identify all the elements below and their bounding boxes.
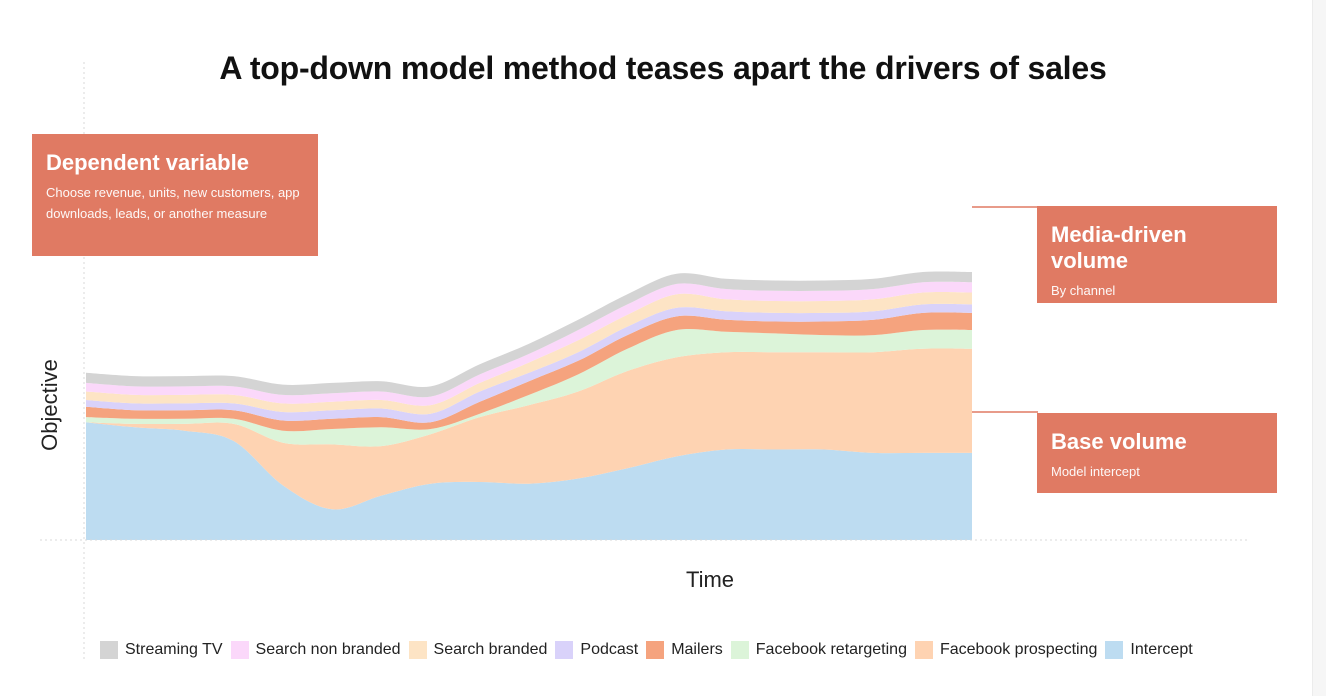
- legend-item-facebook-retargeting: Facebook retargeting: [730, 641, 907, 659]
- base-volume-title: Base volume: [1051, 429, 1187, 454]
- legend-swatch: [646, 641, 665, 659]
- legend-swatch: [408, 641, 427, 659]
- chart-legend: Streaming TV Search non branded Search bra…: [100, 638, 1201, 662]
- media-driven-volume-callout: Media-driven volume By channel: [1037, 206, 1277, 303]
- chart-title: A top-down model method teases apart the…: [219, 50, 1107, 86]
- legend-label: Facebook prospecting: [939, 641, 1098, 658]
- base-volume-subtitle: Model intercept: [1051, 464, 1140, 479]
- legend-swatch: [100, 641, 118, 659]
- y-axis-label: Objective: [37, 359, 62, 451]
- media-driven-volume-subtitle: By channel: [1051, 283, 1116, 298]
- legend-item-podcast: Podcast: [555, 641, 638, 659]
- legend-label: Podcast: [580, 641, 639, 658]
- legend-item-facebook-prospecting: Facebook prospecting: [914, 641, 1098, 659]
- base-volume-callout: Base volume Model intercept: [1037, 413, 1277, 493]
- legend-item-intercept: Intercept: [1105, 641, 1193, 659]
- area-intercept: [86, 422, 972, 540]
- legend-swatch: [914, 641, 933, 659]
- dependent-variable-title: Dependent variable: [46, 150, 249, 175]
- area-podcast: [86, 303, 972, 423]
- legend-swatch: [1105, 641, 1124, 659]
- area-search-branded: [86, 291, 972, 415]
- x-axis-label: Time: [685, 567, 735, 592]
- media-driven-volume-title: Media-driven volume: [1051, 222, 1187, 273]
- legend-item-mailers: Mailers: [646, 641, 723, 659]
- legend-label: Search branded: [433, 641, 548, 658]
- legend-swatch: [730, 641, 749, 659]
- legend-label: Streaming TV: [125, 641, 223, 658]
- legend-label: Intercept: [1130, 641, 1193, 658]
- area-facebook-prospecting: [86, 348, 972, 510]
- area-facebook-retargeting: [86, 329, 972, 447]
- area-streaming-tv: [86, 271, 972, 398]
- legend-label: Search non branded: [255, 641, 401, 658]
- page-edge-strip: [1312, 0, 1326, 696]
- area-search-non-branded: [86, 281, 972, 406]
- legend-item-streaming-tv: Streaming TV: [100, 641, 223, 659]
- dependent-variable-callout: Dependent variable Choose revenue, units…: [32, 134, 318, 256]
- legend-label: Mailers: [671, 641, 723, 658]
- legend-item-search-non-branded: Search non branded: [230, 641, 401, 659]
- legend-label: Facebook retargeting: [755, 641, 907, 658]
- area-series-group: [86, 271, 972, 540]
- legend-item-search-branded: Search branded: [408, 641, 548, 659]
- area-mailers: [86, 312, 972, 432]
- legend-swatch: [230, 641, 249, 659]
- dependent-variable-subtitle: Choose revenue, units, new customers, ap…: [46, 185, 300, 221]
- legend-swatch: [555, 641, 574, 659]
